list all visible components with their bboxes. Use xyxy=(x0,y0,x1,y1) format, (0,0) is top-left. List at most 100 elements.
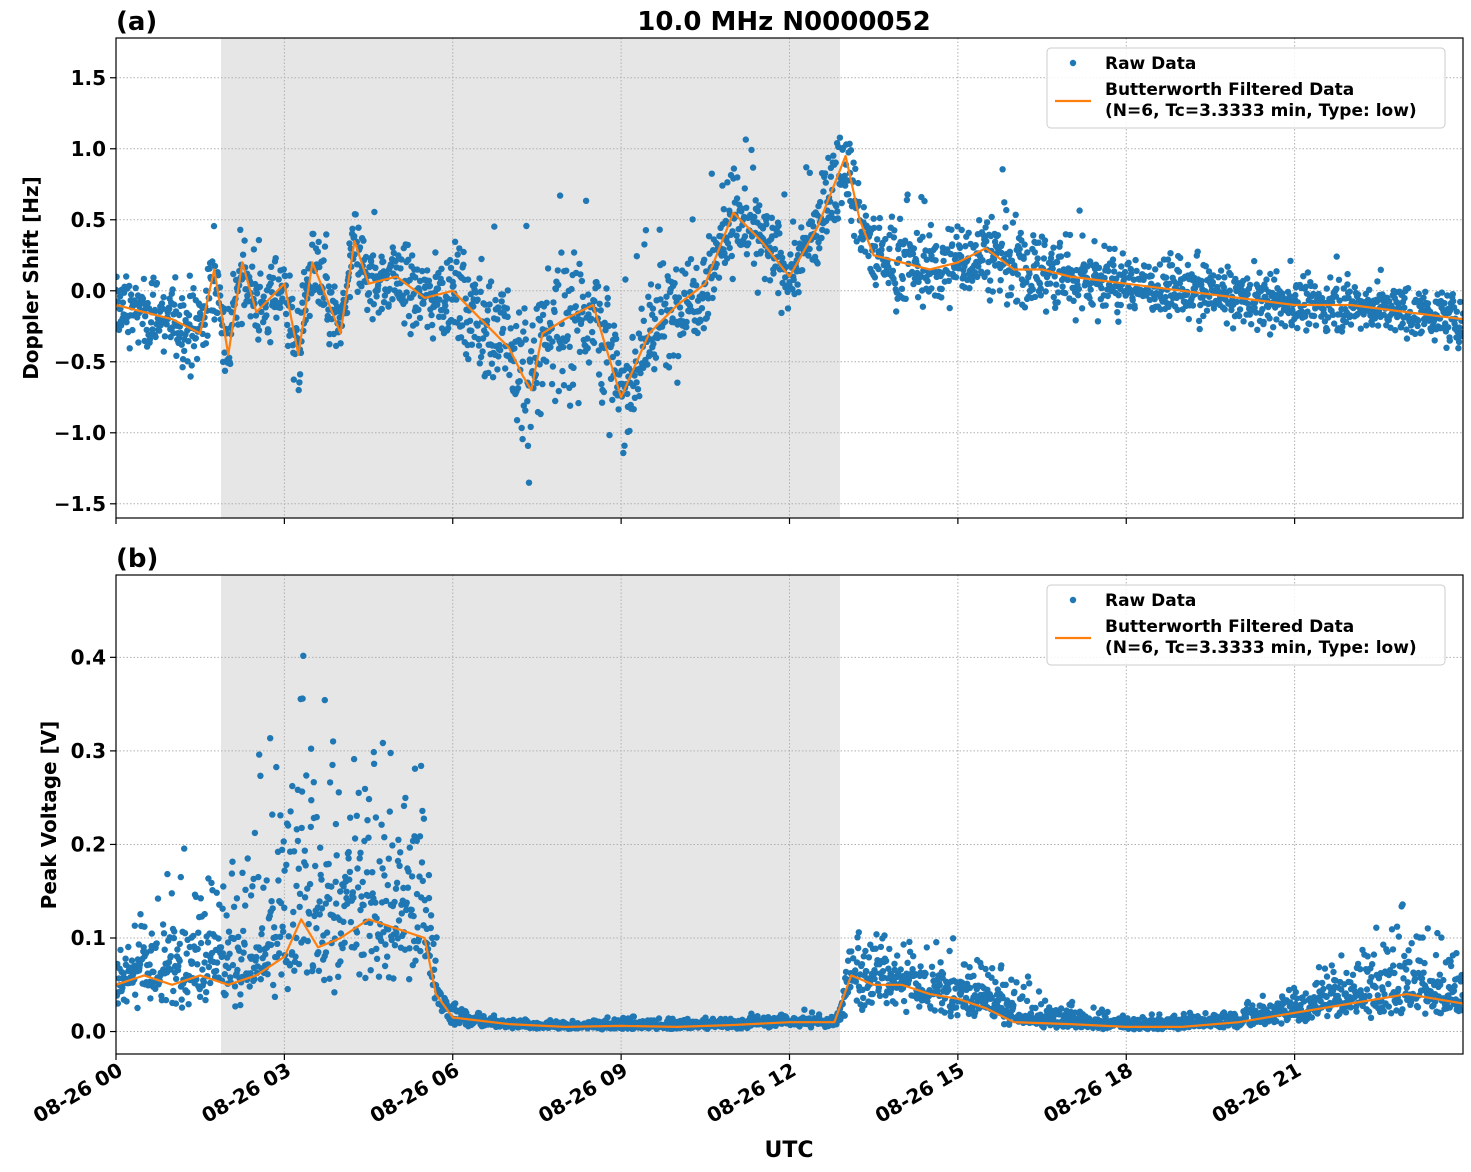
raw-data-point xyxy=(1288,322,1296,329)
raw-data-point xyxy=(257,976,264,983)
raw-data-point xyxy=(150,968,157,976)
raw-data-point xyxy=(478,255,485,263)
raw-data-point xyxy=(563,267,570,274)
raw-data-point xyxy=(801,1006,808,1013)
raw-data-point xyxy=(1244,300,1252,308)
raw-data-point xyxy=(1294,324,1301,332)
raw-data-point xyxy=(1414,322,1421,330)
raw-data-point xyxy=(340,883,347,890)
raw-data-point xyxy=(794,281,801,288)
raw-data-point xyxy=(1271,276,1278,283)
raw-data-point xyxy=(1053,258,1061,266)
raw-data-point xyxy=(1042,288,1049,295)
raw-data-point xyxy=(820,188,827,195)
raw-data-point xyxy=(1114,309,1121,316)
raw-data-point xyxy=(515,309,523,316)
raw-data-point xyxy=(642,227,650,234)
raw-data-point xyxy=(1167,250,1174,257)
raw-data-point xyxy=(161,946,168,953)
raw-data-point xyxy=(1055,289,1062,296)
raw-data-point xyxy=(855,198,863,206)
raw-data-point xyxy=(150,274,157,281)
raw-data-point xyxy=(467,291,474,298)
raw-data-point xyxy=(1168,261,1176,269)
raw-data-point xyxy=(169,286,176,293)
raw-data-point xyxy=(543,358,550,365)
raw-data-point xyxy=(1126,303,1134,310)
raw-data-point xyxy=(874,236,881,243)
raw-data-point xyxy=(193,355,201,363)
raw-data-point xyxy=(269,905,276,912)
raw-data-point xyxy=(345,855,352,862)
raw-data-point xyxy=(1040,255,1048,262)
raw-data-point xyxy=(986,297,994,304)
raw-data-point xyxy=(578,317,585,324)
raw-data-point xyxy=(369,252,377,259)
raw-data-point xyxy=(1229,325,1237,332)
raw-data-point xyxy=(137,911,144,918)
raw-data-point xyxy=(499,291,507,298)
raw-data-point xyxy=(649,305,657,312)
raw-data-point xyxy=(143,326,150,334)
raw-data-point xyxy=(172,274,179,281)
raw-data-point xyxy=(589,328,596,336)
raw-data-point xyxy=(363,869,371,876)
raw-data-point xyxy=(1401,295,1408,302)
raw-data-point xyxy=(987,277,994,284)
raw-data-point xyxy=(1346,288,1353,295)
raw-data-point xyxy=(525,479,533,486)
raw-data-point xyxy=(206,265,213,272)
raw-data-point xyxy=(886,245,893,252)
raw-data-point xyxy=(289,921,297,928)
raw-data-point xyxy=(988,213,995,221)
raw-data-point xyxy=(715,274,723,281)
raw-data-point xyxy=(483,330,490,338)
raw-data-point xyxy=(891,227,898,234)
raw-data-point xyxy=(1002,981,1009,988)
raw-data-point xyxy=(632,348,639,355)
raw-data-point xyxy=(844,957,852,964)
legend-filtered-label-line2: (N=6, Tc=3.3333 min, Type: low) xyxy=(1105,101,1417,121)
raw-data-point xyxy=(504,313,511,320)
raw-data-point xyxy=(1048,250,1055,257)
raw-data-point xyxy=(358,283,365,290)
raw-data-point xyxy=(315,949,322,956)
raw-data-point xyxy=(1030,232,1037,239)
raw-data-point xyxy=(1033,260,1040,267)
raw-data-point xyxy=(756,202,763,209)
raw-data-point xyxy=(655,1015,663,1022)
raw-data-point xyxy=(1121,274,1128,281)
raw-data-point xyxy=(566,402,574,409)
raw-data-point xyxy=(1004,997,1011,1004)
raw-data-point xyxy=(190,285,197,292)
raw-data-point xyxy=(396,862,403,869)
raw-data-point xyxy=(186,272,193,279)
raw-data-point xyxy=(634,386,642,393)
raw-data-point xyxy=(1248,321,1255,328)
raw-data-point xyxy=(291,967,298,974)
raw-data-point xyxy=(1345,294,1352,301)
raw-data-point xyxy=(1217,267,1225,274)
raw-data-point xyxy=(620,449,627,457)
raw-data-point xyxy=(928,285,935,292)
raw-data-point xyxy=(548,380,556,388)
raw-data-point xyxy=(485,369,492,377)
raw-data-point xyxy=(888,213,896,220)
raw-data-point xyxy=(260,293,267,300)
raw-data-point xyxy=(823,228,830,235)
raw-data-point xyxy=(615,406,622,413)
raw-data-point xyxy=(388,261,395,268)
raw-data-point xyxy=(215,935,222,942)
raw-data-point xyxy=(853,959,861,966)
raw-data-point xyxy=(502,365,509,372)
raw-data-point xyxy=(122,955,129,962)
raw-data-point xyxy=(197,895,204,902)
raw-data-point xyxy=(1034,255,1041,262)
raw-data-point xyxy=(962,994,970,1002)
raw-data-point xyxy=(474,296,481,303)
raw-data-point xyxy=(1068,998,1076,1006)
raw-data-point xyxy=(199,966,206,973)
raw-data-point xyxy=(477,288,484,295)
raw-data-point xyxy=(1209,278,1217,286)
raw-data-point xyxy=(917,963,924,970)
